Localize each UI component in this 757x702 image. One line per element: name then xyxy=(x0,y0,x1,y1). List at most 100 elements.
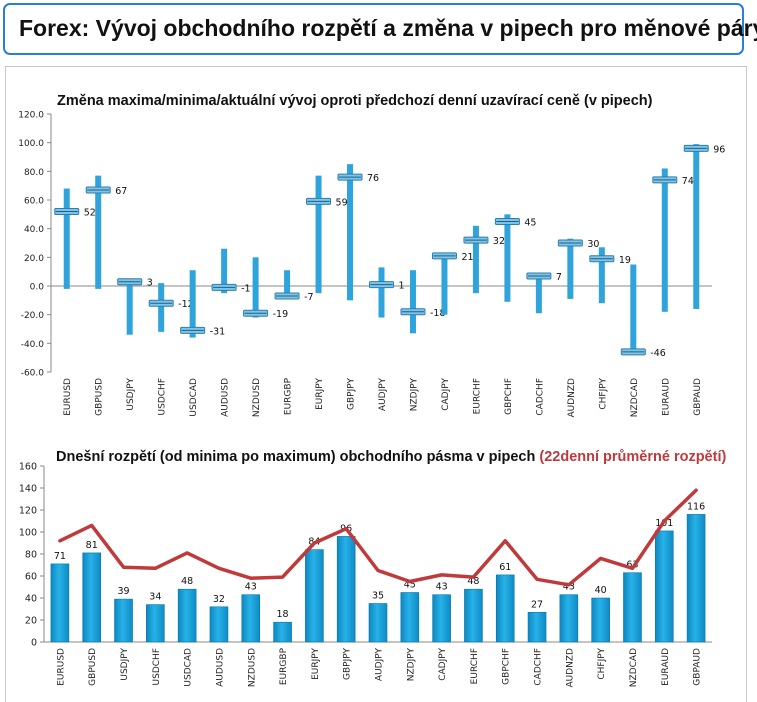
chart2-bar xyxy=(400,592,420,643)
chart1-y-tick-label: 40.0 xyxy=(24,225,44,235)
chart2-bar xyxy=(464,588,483,643)
chart1-range-bar xyxy=(693,144,700,309)
chart2-x-tick-label: GBPCHF xyxy=(502,648,512,685)
chart2-x-tick-label: AUDJPY xyxy=(375,648,385,682)
chart2-bar xyxy=(82,552,102,643)
chart1-data-label: 7 xyxy=(556,272,562,283)
page-title: Forex: Vývoj obchodního rozpětí a změna … xyxy=(19,15,757,41)
chart2-y-tick-label: 140 xyxy=(19,484,37,495)
chart2-bar xyxy=(495,574,515,643)
chart1-range-bar xyxy=(252,257,259,318)
chart2-x-tick-label: AUDUSD xyxy=(215,648,225,687)
chart1-range-bar xyxy=(378,267,385,318)
chart2-y-tick-label: 20 xyxy=(25,616,37,627)
chart2-y-tick-label: 80 xyxy=(25,550,37,561)
chart2-title-highlight: (22denní průměrné rozpětí) xyxy=(539,449,727,465)
chart2-x-tick-label: USDCAD xyxy=(184,648,194,687)
chart1-y-tick-label: 120.0 xyxy=(18,111,44,121)
chart1-x-tick-label: NZDJPY xyxy=(409,378,419,412)
chart2-y-tick-label: 100 xyxy=(19,528,37,539)
chart1-data-label: 19 xyxy=(619,255,631,266)
chart1-range-bar xyxy=(189,270,196,338)
chart1-x-tick-label: NZDCAD xyxy=(630,378,640,417)
chart1-x-tick-label: EURCHF xyxy=(472,378,482,414)
chart2-x-tick-label: AUDNZD xyxy=(565,648,575,688)
chart2-data-label: 18 xyxy=(277,609,289,620)
chart2-bar xyxy=(209,606,229,643)
chart2-x-tick-label: EURGBP xyxy=(279,647,289,685)
chart1-range-bar xyxy=(441,254,448,315)
chart2-data-label: 34 xyxy=(149,592,161,603)
chart2-data-label: 71 xyxy=(54,551,66,562)
chart1-x-tick-label: CADCHF xyxy=(535,378,545,416)
chart1-y-tick-label: 20.0 xyxy=(24,254,44,264)
chart2-data-label: 39 xyxy=(117,586,129,597)
chart1-data-label: 59 xyxy=(336,197,348,208)
chart2-bar xyxy=(527,611,547,643)
chart1-y-tick-label: -40.0 xyxy=(21,340,45,350)
chart2-x-tick-label: GBPAUD xyxy=(693,648,703,686)
chart1-x-tick-label: EURAUD xyxy=(661,378,671,416)
chart2-x-tick-label: CHFJPY xyxy=(597,648,607,680)
chart1-data-label: -18 xyxy=(430,308,446,319)
chart2-x-tick-label: USDJPY xyxy=(120,648,130,681)
chart2-bar xyxy=(114,598,133,643)
header-box: Forex: Vývoj obchodního rozpětí a změna … xyxy=(3,3,757,55)
chart-frame xyxy=(5,66,747,702)
chart1-x-tick-label: GBPUSD xyxy=(95,378,105,416)
chart2-x-tick-label: NZDCAD xyxy=(629,648,639,687)
chart1-data-label: -12 xyxy=(178,299,194,310)
chart2-x-tick-label: GBPJPY xyxy=(343,648,353,680)
chart1-range-bar xyxy=(221,248,228,294)
chart2-x-tick-label: EURCHF xyxy=(470,648,480,684)
chart1-data-label: -19 xyxy=(273,309,289,320)
chart2-title: Dnešní rozpětí (od minima po maximum) ob… xyxy=(56,449,726,465)
chart1-data-label: 76 xyxy=(367,173,379,184)
chart1-data-label: 74 xyxy=(682,176,694,187)
chart2-y-tick-label: 160 xyxy=(19,462,37,473)
chart2-avg-line xyxy=(58,488,698,587)
chart2-x-tick-label: CADCHF xyxy=(534,648,544,686)
chart1-range-bar xyxy=(315,175,322,294)
chart1-title: Změna maxima/minima/aktuální vývoj oprot… xyxy=(57,93,653,109)
chart1-x-tick-label: NZDUSD xyxy=(252,378,262,417)
chart1-data-label: -7 xyxy=(304,292,313,303)
chart1-data-label: 52 xyxy=(84,207,96,218)
chart1-data-label: 96 xyxy=(713,144,725,155)
chart1-data-label: -46 xyxy=(650,348,666,359)
chart1-x-tick-label: GBPJPY xyxy=(347,378,357,410)
chart1-y-tick-label: 60.0 xyxy=(24,197,44,207)
chart2-data-label: 43 xyxy=(563,582,575,593)
chart2-bar xyxy=(654,530,674,643)
chart1-data-label: 1 xyxy=(399,281,405,292)
chart1-data-label: 21 xyxy=(461,252,473,263)
chart2-bar xyxy=(368,603,388,643)
chart2-data-label: 48 xyxy=(467,576,479,587)
chart1-x-tick-label: EURGBP xyxy=(284,377,294,415)
chart1-range-bar xyxy=(347,164,354,301)
chart1-range-bar xyxy=(472,225,479,294)
chart1-x-tick-label: GBPCHF xyxy=(504,378,514,415)
chart1-data-label: 67 xyxy=(115,186,127,197)
chart1-x-tick-label: USDCAD xyxy=(189,378,199,417)
chart2-bar xyxy=(686,514,706,643)
chart1-range-bar xyxy=(409,270,416,334)
chart2-data-label: 27 xyxy=(531,599,543,610)
chart1-y-tick-label: 80.0 xyxy=(24,168,44,178)
chart1-x-tick-label: GBPAUD xyxy=(693,378,703,416)
chart2-data-label: 45 xyxy=(404,580,416,591)
chart2-data-label: 32 xyxy=(213,594,225,605)
chart1-data-label: 45 xyxy=(524,218,536,229)
chart2-y-tick-label: 40 xyxy=(25,594,37,605)
chart1-x-tick-label: USDJPY xyxy=(126,378,136,411)
chart2-x-tick-label: NZDUSD xyxy=(247,648,257,687)
chart2-bar xyxy=(50,563,70,643)
chart1-x-tick-label: EURJPY xyxy=(315,378,325,410)
chart1-range-bar xyxy=(630,264,637,352)
chart2-x-tick-label: EURUSD xyxy=(56,648,66,686)
chart1-range-bar xyxy=(598,247,605,304)
chart1-range-bar xyxy=(535,273,542,314)
chart2-bar xyxy=(336,536,356,643)
